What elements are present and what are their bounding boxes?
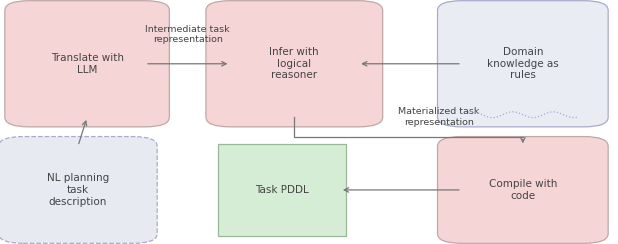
FancyBboxPatch shape bbox=[5, 1, 169, 127]
FancyBboxPatch shape bbox=[438, 1, 608, 127]
FancyBboxPatch shape bbox=[438, 137, 608, 243]
Text: Materialized task
representation: Materialized task representation bbox=[399, 107, 480, 127]
FancyBboxPatch shape bbox=[218, 144, 346, 236]
Text: Domain
knowledge as
rules: Domain knowledge as rules bbox=[487, 47, 559, 80]
Text: Intermediate task
representation: Intermediate task representation bbox=[145, 25, 230, 44]
Text: Task PDDL: Task PDDL bbox=[255, 185, 309, 195]
FancyBboxPatch shape bbox=[206, 1, 383, 127]
Text: Compile with
code: Compile with code bbox=[489, 179, 557, 201]
Text: Infer with
logical
reasoner: Infer with logical reasoner bbox=[269, 47, 319, 80]
Text: NL planning
task
description: NL planning task description bbox=[47, 173, 109, 206]
Text: Translate with
LLM: Translate with LLM bbox=[51, 53, 124, 75]
FancyBboxPatch shape bbox=[0, 137, 157, 243]
